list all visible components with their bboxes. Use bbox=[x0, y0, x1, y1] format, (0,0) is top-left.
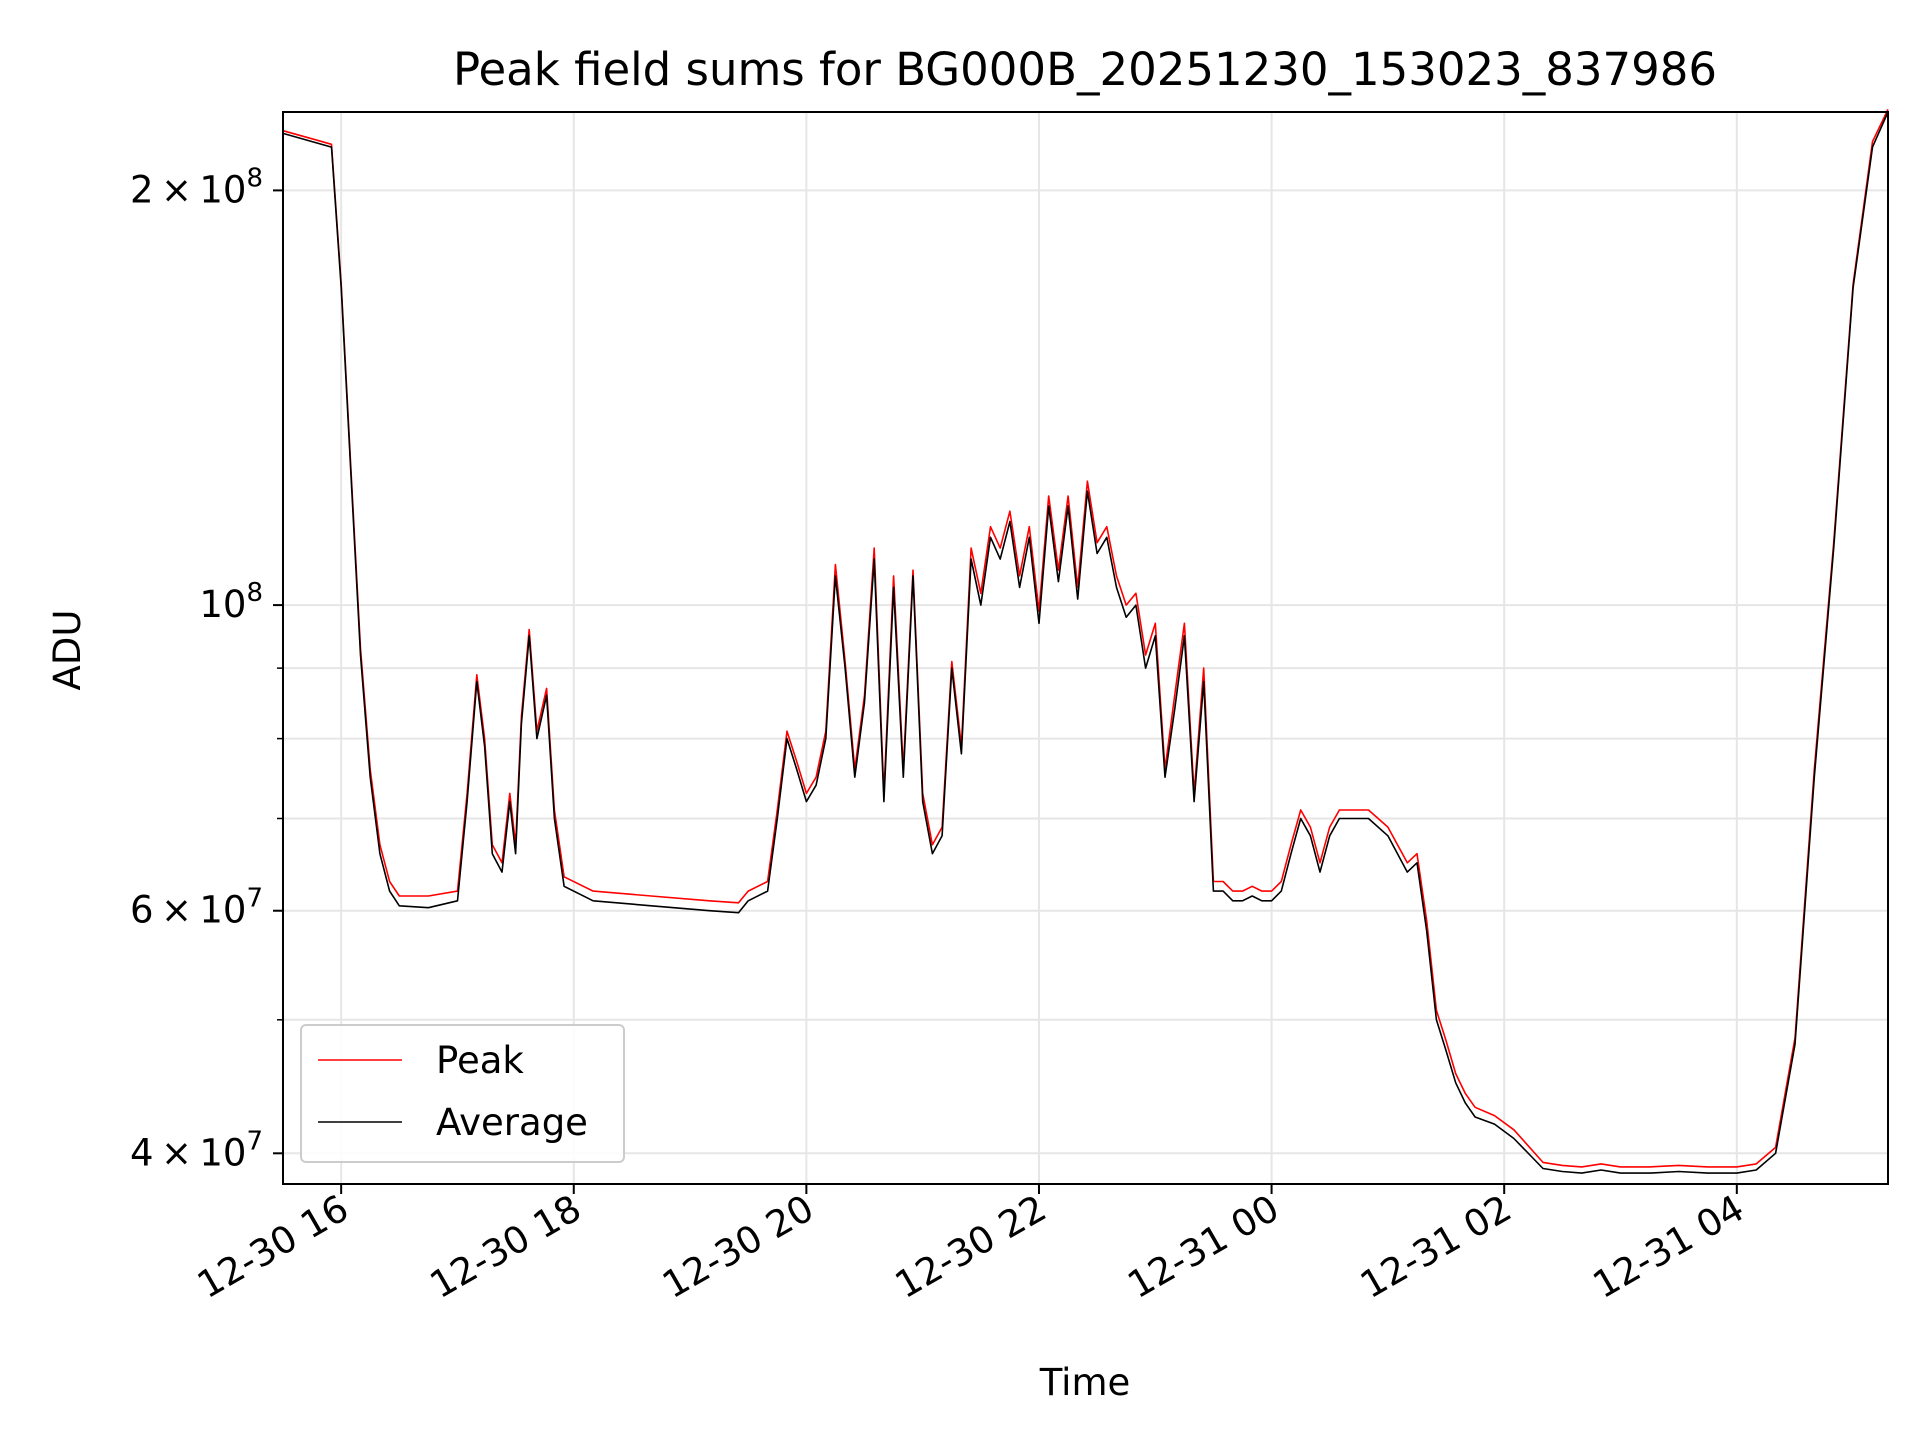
y-tick-label: 4 × 107 bbox=[130, 1126, 263, 1174]
legend: Peak Average bbox=[300, 1024, 625, 1163]
chart-title: Peak field sums for BG000B_20251230_1530… bbox=[453, 43, 1717, 96]
y-axis-label: ADU bbox=[46, 610, 89, 691]
legend-label-peak: Peak bbox=[436, 1039, 524, 1082]
series-line-average bbox=[282, 111, 1889, 1174]
x-axis-label: Time bbox=[1039, 1361, 1131, 1404]
y-tick-label: 2 × 108 bbox=[130, 163, 263, 211]
plot-lines bbox=[282, 109, 1889, 1174]
y-tick-label: 108 bbox=[199, 578, 263, 626]
plot-frame bbox=[282, 111, 1889, 1185]
legend-label-average: Average bbox=[436, 1101, 588, 1144]
y-tick-label: 6 × 107 bbox=[130, 884, 263, 932]
